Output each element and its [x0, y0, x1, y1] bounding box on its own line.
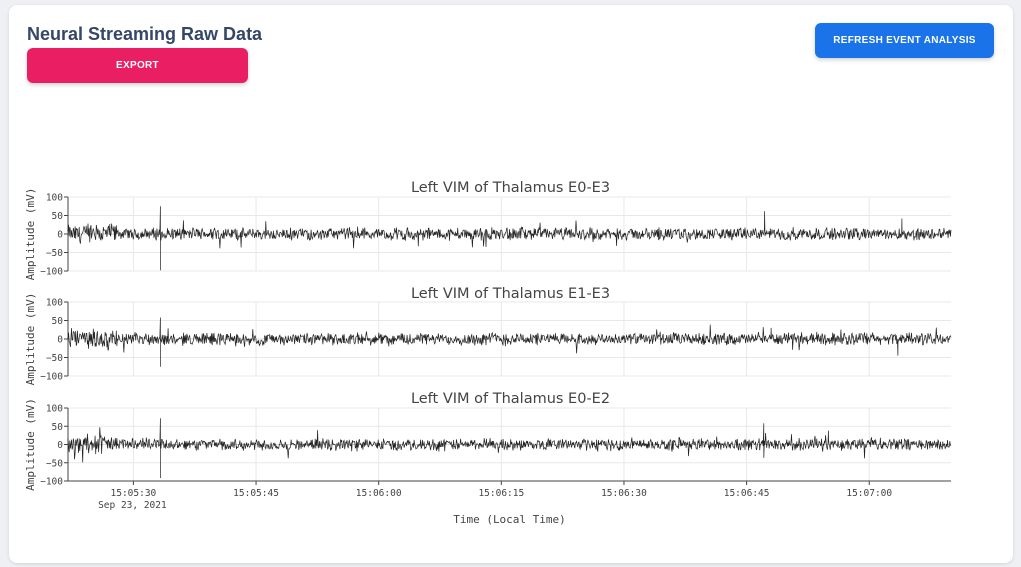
y-tick-label: −50 — [46, 353, 63, 364]
x-tick-label: 15:05:45 — [233, 488, 279, 499]
y-tick-label: 100 — [46, 298, 63, 309]
y-tick-label: 50 — [52, 316, 64, 327]
x-axis-label: Time (Local Time) — [453, 513, 566, 526]
y-tick-label: −50 — [46, 248, 63, 259]
refresh-event-analysis-button[interactable]: REFRESH EVENT ANALYSIS — [815, 23, 994, 58]
y-tick-label: 0 — [57, 230, 63, 241]
series-title: Left VIM of Thalamus E0-E2 — [411, 391, 610, 407]
y-axis-label: Amplitude (mV) — [24, 398, 37, 491]
y-tick-label: −100 — [40, 372, 63, 383]
x-tick-label: 15:06:30 — [601, 488, 647, 499]
series-line[interactable] — [67, 317, 952, 367]
y-tick-label: 100 — [46, 193, 63, 204]
x-tick-label: 15:07:00 — [846, 488, 892, 499]
x-tick-label: 15:06:00 — [356, 488, 402, 499]
y-tick-label: 0 — [57, 440, 63, 451]
y-tick-label: 0 — [57, 335, 63, 346]
series-title: Left VIM of Thalamus E1-E3 — [411, 286, 610, 302]
y-axis-label: Amplitude (mV) — [24, 188, 37, 281]
main-card — [9, 5, 1013, 563]
x-tick-sublabel: Sep 23, 2021 — [98, 500, 167, 511]
page-title: Neural Streaming Raw Data — [27, 24, 263, 44]
series-title: Left VIM of Thalamus E0-E3 — [411, 180, 610, 196]
series-line[interactable] — [67, 206, 952, 271]
y-axis-label: Amplitude (mV) — [24, 293, 37, 386]
y-tick-label: −100 — [40, 477, 63, 488]
x-tick-label: 15:06:45 — [724, 488, 770, 499]
y-tick-label: 50 — [52, 211, 64, 222]
y-tick-label: 50 — [52, 422, 64, 433]
series-line[interactable] — [67, 418, 952, 479]
export-button[interactable]: EXPORT — [27, 48, 248, 83]
y-tick-label: 100 — [46, 404, 63, 415]
y-tick-label: −50 — [46, 458, 63, 469]
x-tick-label: 15:06:15 — [478, 488, 524, 499]
y-tick-label: −100 — [40, 267, 63, 278]
x-tick-label: 15:05:30 — [111, 488, 157, 499]
